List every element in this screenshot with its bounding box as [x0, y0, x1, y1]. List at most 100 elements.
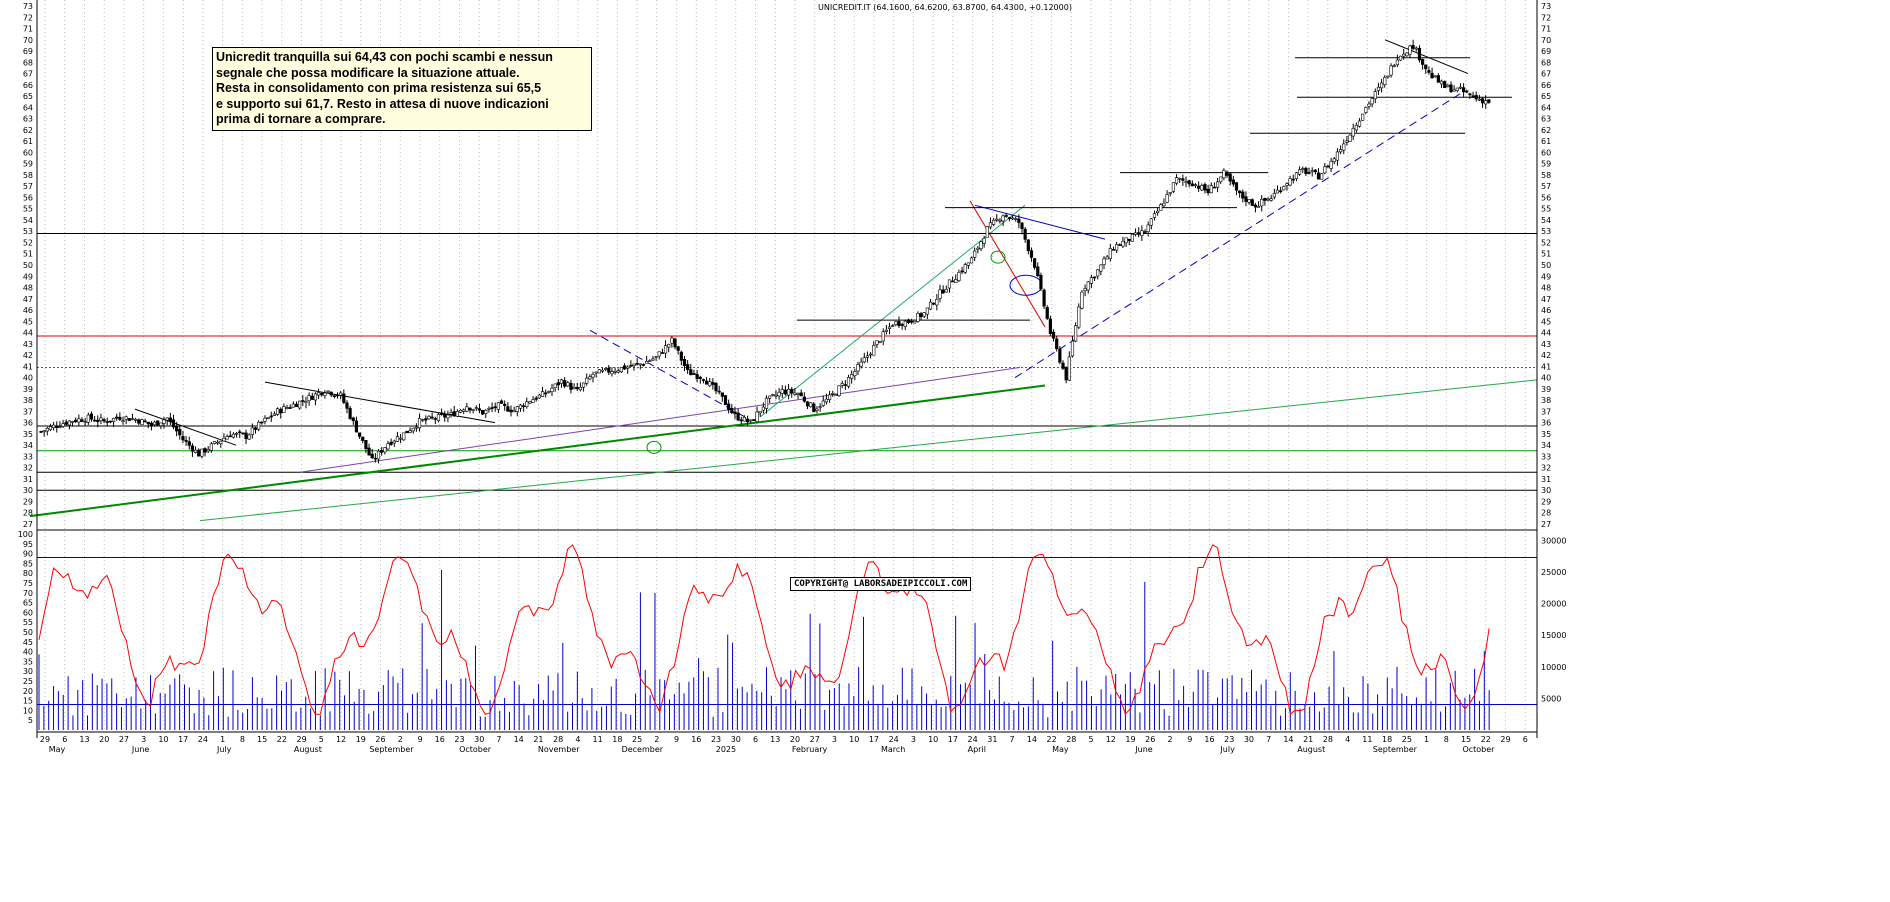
candle-body	[187, 441, 191, 446]
osc-tick-left: 20	[23, 687, 33, 696]
y-tick-right: 58	[1541, 171, 1551, 180]
candle-body	[1014, 218, 1018, 220]
x-day-label: 23	[1224, 735, 1234, 744]
x-day-label: 29	[40, 735, 50, 744]
y-tick-right: 41	[1541, 362, 1551, 371]
y-tick-left: 58	[23, 171, 33, 180]
osc-tick-left: 75	[23, 579, 33, 588]
candle-body	[875, 340, 879, 345]
candle-body	[518, 404, 523, 409]
y-tick-right: 70	[1541, 36, 1551, 45]
candle-body	[1118, 244, 1122, 246]
candle-body	[398, 437, 403, 440]
x-day-label: 3	[832, 735, 837, 744]
candle-body	[231, 433, 236, 438]
candle-body	[1033, 258, 1037, 268]
x-day-label: 6	[62, 735, 67, 744]
candle-body	[1386, 75, 1390, 78]
y-tick-right: 28	[1541, 509, 1551, 518]
y-tick-right: 45	[1541, 317, 1551, 326]
candle-body	[301, 400, 305, 402]
y-tick-left: 50	[23, 261, 33, 270]
x-day-label: 30	[1244, 735, 1254, 744]
candle-body	[1215, 181, 1220, 188]
y-tick-right: 30	[1541, 486, 1551, 495]
candle-body	[1193, 184, 1198, 186]
candle-body	[780, 389, 784, 394]
osc-tick-left: 50	[23, 628, 33, 637]
candle-body	[887, 326, 892, 330]
y-tick-left: 72	[23, 13, 33, 22]
candle-body	[200, 448, 204, 457]
candle-body	[1266, 198, 1270, 201]
candle-body	[843, 384, 847, 386]
candle-body	[736, 412, 740, 421]
candle-body	[1108, 248, 1112, 259]
y-tick-right: 64	[1541, 103, 1551, 112]
candle-body	[1077, 306, 1081, 328]
candle-body	[1020, 222, 1024, 230]
candle-body	[897, 321, 901, 326]
y-tick-left: 32	[23, 464, 33, 473]
y-tick-right: 71	[1541, 25, 1551, 34]
candle-body	[629, 365, 633, 367]
candle-body	[969, 257, 974, 264]
candle-body	[963, 264, 967, 273]
x-day-label: 25	[632, 735, 642, 744]
y-tick-right: 52	[1541, 238, 1551, 247]
osc-tick-left: 85	[23, 559, 33, 568]
candle-body	[1253, 204, 1258, 208]
candle-body	[525, 401, 529, 408]
candle-body	[1045, 307, 1049, 319]
candle-body	[115, 416, 119, 419]
x-day-label: 10	[849, 735, 859, 744]
candle-body	[193, 449, 198, 453]
candle-body	[140, 419, 144, 425]
x-day-label: 5	[1089, 735, 1094, 744]
osc-tick-left: 25	[23, 677, 33, 686]
candle-body	[1260, 198, 1264, 207]
x-day-label: 24	[889, 735, 899, 744]
candle-body	[234, 432, 239, 435]
y-tick-left: 35	[23, 430, 33, 439]
candle-body	[1405, 52, 1409, 57]
candle-body	[1449, 84, 1453, 93]
candle-body	[383, 447, 387, 453]
candle-body	[1480, 98, 1485, 104]
candle-body	[1165, 194, 1169, 203]
candle-body	[1074, 325, 1078, 342]
candle-body	[55, 426, 59, 428]
candle-body	[121, 420, 125, 422]
x-day-label: 12	[336, 735, 346, 744]
candle-body	[1231, 179, 1235, 185]
candle-body	[641, 364, 646, 366]
y-tick-right: 73	[1541, 2, 1551, 11]
y-tick-right: 61	[1541, 137, 1551, 146]
candle-body	[988, 222, 993, 228]
candle-body	[569, 382, 573, 390]
candle-body	[1061, 362, 1065, 369]
y-tick-right: 27	[1541, 520, 1551, 529]
y-tick-left: 57	[23, 182, 33, 191]
x-month-label: December	[622, 745, 664, 754]
candle-body	[1443, 81, 1447, 88]
candle-body	[818, 406, 822, 408]
candle-body	[89, 413, 94, 420]
candle-body	[815, 408, 819, 411]
osc-tick-left: 90	[23, 550, 33, 559]
candle-body	[1446, 84, 1450, 87]
candle-body	[102, 419, 106, 422]
candle-body	[951, 280, 955, 283]
candle-body	[1392, 65, 1396, 67]
candle-body	[846, 377, 851, 387]
candle-body	[597, 369, 601, 374]
y-tick-left: 71	[23, 25, 33, 34]
candle-body	[1294, 172, 1299, 179]
candle-body	[1310, 170, 1314, 173]
candle-body	[682, 359, 687, 367]
osc-tick-left: 60	[23, 608, 33, 617]
x-day-label: 2	[398, 735, 403, 744]
y-tick-right: 60	[1541, 148, 1551, 157]
candle-body	[831, 393, 835, 395]
x-day-label: 9	[417, 735, 422, 744]
